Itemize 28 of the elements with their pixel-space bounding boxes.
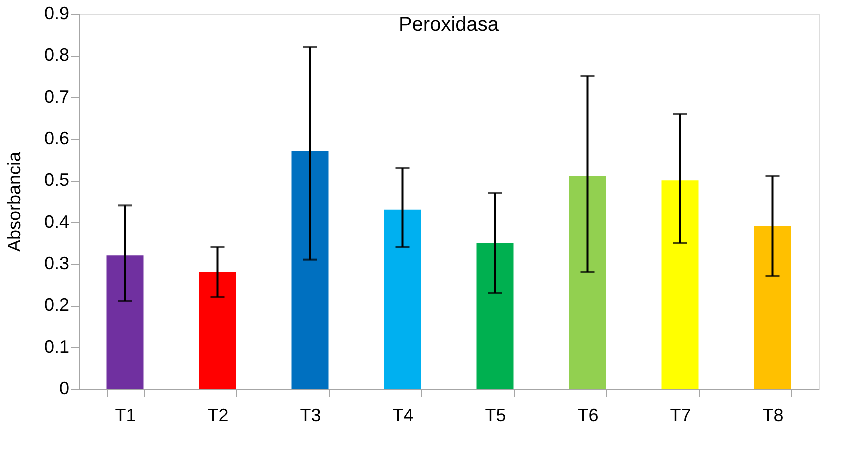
x-tick-label: T3 [300,406,322,426]
bar [754,226,792,389]
y-tick-label: 0.7 [44,86,70,107]
y-tick-label: 0 [59,378,70,398]
y-tick-label: 0.9 [44,4,70,24]
y-tick-label: 0.3 [44,254,70,274]
y-tick-label: 0.5 [44,170,70,190]
x-tick-label: T8 [762,406,784,426]
bar [569,176,606,389]
bar [384,210,422,389]
y-tick-label: 0.6 [44,128,70,148]
x-tick-label: T5 [485,406,506,426]
x-tick-label: T2 [208,406,229,426]
chart-title: Peroxidasa [398,14,500,36]
y-tick-label: 0.4 [44,212,70,232]
bar [106,256,144,389]
y-tick-label: 0.8 [44,45,70,66]
x-tick-label: T7 [670,406,692,426]
bar [662,180,699,389]
y-tick-label: 0.1 [44,336,70,357]
bar [199,272,236,389]
x-tick-label: T4 [392,406,414,426]
bar [476,243,514,389]
y-tick-label: 0.2 [44,295,70,316]
bar [292,152,329,389]
x-tick-label: T6 [578,406,599,426]
x-tick-label: T1 [115,406,136,426]
y-axis-title: Absorbancia [4,150,24,252]
